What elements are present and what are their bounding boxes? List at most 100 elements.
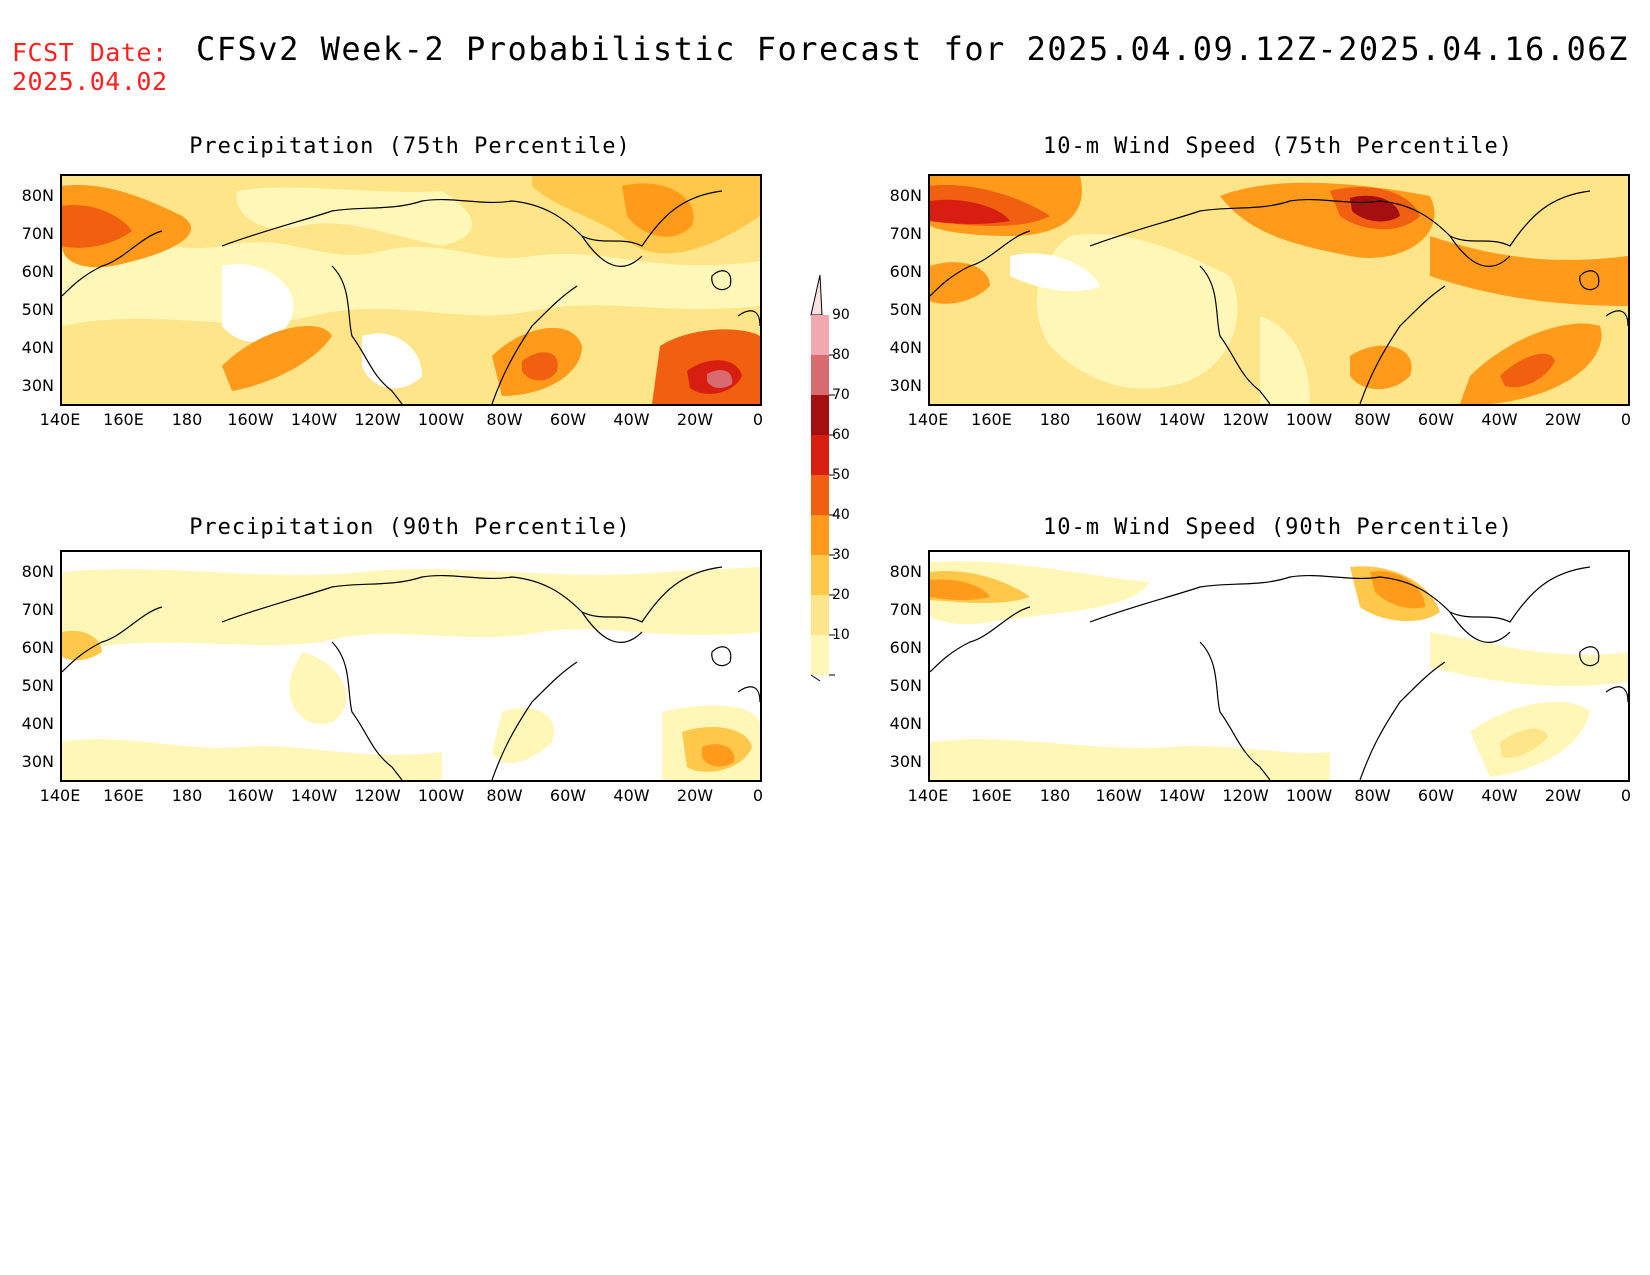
colorbar-label: 40 bbox=[832, 507, 850, 523]
lon-label: 80W bbox=[486, 410, 523, 429]
colorbar-label: 30 bbox=[832, 547, 850, 563]
lat-label: 50N bbox=[21, 300, 54, 319]
fcst-date-block: FCST Date: 2025.04.02 bbox=[12, 38, 168, 96]
panel-title-precip-75: Precipitation (75th Percentile) bbox=[189, 134, 631, 159]
lat-label: 70N bbox=[889, 224, 922, 243]
lon-label: 20W bbox=[1544, 410, 1582, 429]
lon-label: 160W bbox=[227, 786, 274, 805]
lon-label: 0 bbox=[1620, 410, 1632, 429]
lat-label: 50N bbox=[21, 676, 54, 695]
lon-label: 160E bbox=[971, 786, 1012, 805]
lon-label: 0 bbox=[752, 410, 764, 429]
lat-label: 40N bbox=[21, 714, 54, 733]
lat-label: 30N bbox=[21, 376, 54, 395]
lon-label: 20W bbox=[676, 786, 714, 805]
lon-label: 20W bbox=[676, 410, 714, 429]
colorbar-label: 10 bbox=[832, 627, 850, 643]
lat-label: 80N bbox=[21, 186, 54, 205]
colorbar-bottom-arrow bbox=[810, 674, 821, 682]
lon-label: 140E bbox=[39, 410, 81, 429]
lat-label: 40N bbox=[889, 338, 922, 357]
map-precip-90 bbox=[60, 550, 762, 782]
lon-label: 140W bbox=[290, 410, 338, 429]
lon-label: 40W bbox=[613, 786, 650, 805]
colorbar-label: 70 bbox=[832, 387, 850, 403]
colorbar-segment bbox=[811, 555, 829, 595]
lon-label: 100W bbox=[1285, 410, 1333, 429]
lon-label: 80W bbox=[486, 786, 523, 805]
colorbar-segment bbox=[811, 435, 829, 475]
lat-label: 60N bbox=[889, 638, 922, 657]
lon-label: 160E bbox=[103, 410, 144, 429]
panel-title-precip-90: Precipitation (90th Percentile) bbox=[189, 515, 631, 540]
colorbar-label: 60 bbox=[832, 427, 850, 443]
lat-label: 30N bbox=[889, 752, 922, 771]
lon-label: 40W bbox=[613, 410, 650, 429]
colorbar-label: 20 bbox=[832, 587, 850, 603]
lat-label: 30N bbox=[889, 376, 922, 395]
colorbar-top-arrow bbox=[810, 274, 823, 316]
lon-label: 160E bbox=[103, 786, 144, 805]
lon-label: 20W bbox=[1544, 786, 1582, 805]
lon-label: 0 bbox=[1620, 786, 1632, 805]
lon-label: 140E bbox=[907, 410, 949, 429]
lon-label: 80W bbox=[1354, 786, 1391, 805]
lon-label: 40W bbox=[1481, 786, 1518, 805]
lat-label: 70N bbox=[21, 224, 54, 243]
lon-label: 180 bbox=[1039, 786, 1071, 805]
lon-label: 140W bbox=[1158, 786, 1206, 805]
lon-label: 160W bbox=[227, 410, 274, 429]
lon-label: 120W bbox=[1222, 786, 1269, 805]
lon-label: 160W bbox=[1095, 410, 1142, 429]
lon-label: 180 bbox=[171, 786, 203, 805]
lon-label: 60W bbox=[549, 410, 587, 429]
main-title: CFSv2 Week-2 Probabilistic Forecast for … bbox=[196, 30, 1629, 68]
colorbar-segment bbox=[811, 475, 829, 515]
lon-label: 180 bbox=[171, 410, 203, 429]
lon-label: 140E bbox=[907, 786, 949, 805]
colorbar-segment bbox=[811, 595, 829, 635]
lon-label: 100W bbox=[1285, 786, 1333, 805]
lon-label: 120W bbox=[354, 786, 401, 805]
lon-label: 140E bbox=[39, 786, 81, 805]
lon-label: 60W bbox=[1417, 410, 1455, 429]
colorbar-segment bbox=[811, 635, 829, 675]
panel-title-wind-90: 10-m Wind Speed (90th Percentile) bbox=[1042, 515, 1514, 540]
lat-label: 60N bbox=[21, 262, 54, 281]
lat-label: 80N bbox=[889, 562, 922, 581]
lon-label: 140W bbox=[290, 786, 338, 805]
lat-label: 40N bbox=[21, 338, 54, 357]
lon-label: 160E bbox=[971, 410, 1012, 429]
lat-label: 30N bbox=[21, 752, 54, 771]
lon-label: 160W bbox=[1095, 786, 1142, 805]
map-wind-90 bbox=[928, 550, 1630, 782]
lon-label: 120W bbox=[1222, 410, 1269, 429]
lon-label: 0 bbox=[752, 786, 764, 805]
lat-label: 70N bbox=[889, 600, 922, 619]
colorbar bbox=[810, 274, 835, 682]
lon-label: 40W bbox=[1481, 410, 1518, 429]
fcst-date-value: 2025.04.02 bbox=[12, 67, 168, 96]
colorbar-segment bbox=[811, 395, 829, 435]
lon-label: 100W bbox=[417, 786, 465, 805]
lat-label: 60N bbox=[21, 638, 54, 657]
colorbar-segment bbox=[811, 315, 829, 355]
panel-title-wind-75: 10-m Wind Speed (75th Percentile) bbox=[1042, 134, 1514, 159]
colorbar-label: 90 bbox=[832, 307, 850, 323]
lon-label: 100W bbox=[417, 410, 465, 429]
lon-label: 120W bbox=[354, 410, 401, 429]
lon-label: 80W bbox=[1354, 410, 1391, 429]
lat-label: 60N bbox=[889, 262, 922, 281]
fcst-date-label: FCST Date: bbox=[12, 38, 168, 67]
colorbar-label: 50 bbox=[832, 467, 850, 483]
lat-label: 80N bbox=[889, 186, 922, 205]
colorbar-segment bbox=[811, 515, 829, 555]
lat-label: 40N bbox=[889, 714, 922, 733]
lat-label: 80N bbox=[21, 562, 54, 581]
lon-label: 140W bbox=[1158, 410, 1206, 429]
lon-label: 60W bbox=[1417, 786, 1455, 805]
lon-label: 60W bbox=[549, 786, 587, 805]
lat-label: 70N bbox=[21, 600, 54, 619]
colorbar-segment bbox=[811, 355, 829, 395]
lat-label: 50N bbox=[889, 676, 922, 695]
